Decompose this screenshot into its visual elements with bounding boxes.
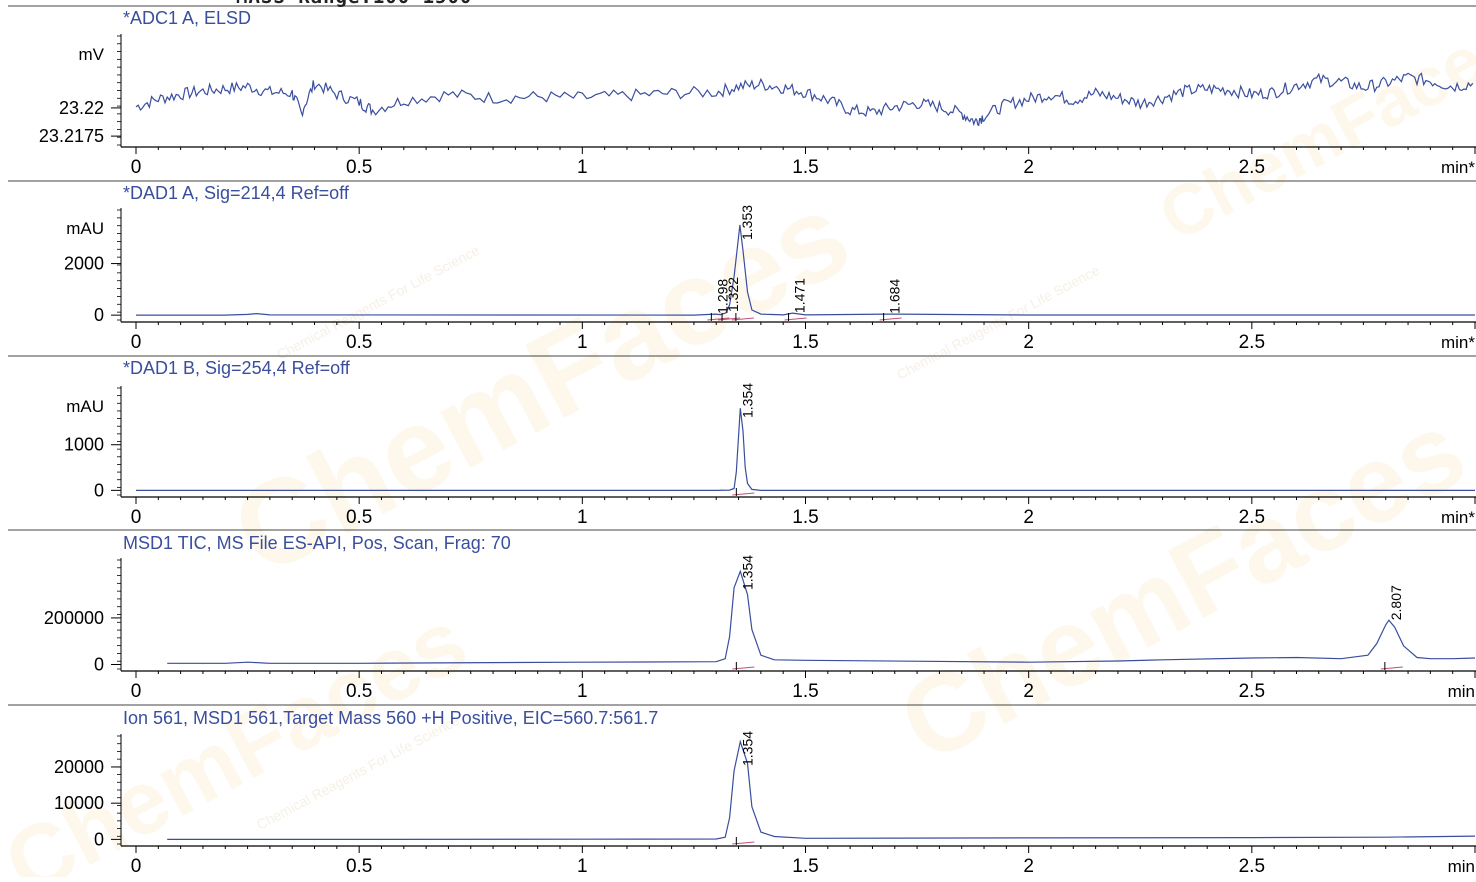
x-axis-unit: min [1448, 682, 1475, 701]
y-tick-label: 10000 [54, 793, 104, 813]
y-axis-label: mV [79, 45, 105, 64]
x-tick-label: 1 [577, 157, 588, 178]
peak-baseline [1380, 666, 1403, 670]
x-tick-label: 2.5 [1239, 332, 1265, 353]
signal-trace [136, 408, 1475, 491]
x-tick-label: 1 [577, 681, 588, 702]
panel-title: *DAD1 B, Sig=254,4 Ref=off [123, 358, 351, 378]
y-tick-label: 23.2175 [39, 126, 104, 146]
x-tick-label: 1 [577, 856, 588, 877]
watermark-text: ChemFaces [881, 388, 1476, 787]
chromatogram-panel: *DAD1 A, Sig=214,4 Ref=off mAU 0 2000 0 0.5 1 1… [8, 180, 1476, 353]
peak-baseline [732, 841, 755, 845]
x-tick-label: 0.5 [346, 157, 372, 178]
x-tick-label: 2.5 [1239, 856, 1265, 877]
x-tick-label: 0 [131, 332, 142, 353]
peak-retention-label: 2.807 [1388, 585, 1404, 620]
chromatogram-panel: *DAD1 B, Sig=254,4 Ref=off mAU 0 1000 0 0.5 1 1… [8, 355, 1476, 528]
y-tick-label: 20000 [54, 757, 104, 777]
x-tick-label: 2 [1023, 681, 1034, 702]
watermark-text: ChemFaces [1147, 2, 1476, 255]
y-axis-label: mAU [66, 219, 104, 238]
signal-trace [135, 72, 1474, 127]
y-tick-label: 1000 [64, 435, 104, 455]
x-tick-label: 0 [131, 856, 142, 877]
y-axis-label: mAU [66, 397, 104, 416]
x-axis-unit: min* [1441, 333, 1475, 352]
peak-retention-label: 1.471 [792, 278, 808, 313]
peak-retention-label: 1.684 [887, 279, 903, 314]
panel-title: MSD1 TIC, MS File ES-API, Pos, Scan, Fra… [123, 533, 511, 553]
peak-retention-label: 1.354 [739, 383, 755, 418]
signal-trace [167, 569, 1476, 664]
y-tick-label: 0 [94, 829, 104, 849]
y-tick-label: 200000 [44, 608, 104, 628]
x-tick-label: 0.5 [346, 681, 372, 702]
x-tick-label: 1.5 [792, 856, 818, 877]
y-tick-label: 0 [94, 655, 104, 675]
x-tick-label: 1 [577, 332, 588, 353]
x-tick-label: 1.5 [792, 157, 818, 178]
watermark-text: ChemFaces [0, 591, 482, 877]
x-tick-label: 1.5 [792, 681, 818, 702]
chromatogram-panel: MSD1 TIC, MS File ES-API, Pos, Scan, Fra… [8, 529, 1476, 702]
chromatogram-panel: *ADC1 A, ELSD mV 23.2175 23.22 0 0.5 1 1.5 2 2.5 m… [8, 5, 1476, 178]
x-tick-label: 0.5 [346, 332, 372, 353]
y-tick-label: 0 [94, 305, 104, 325]
x-tick-label: 2 [1023, 332, 1034, 353]
x-axis-unit: min [1448, 857, 1475, 876]
y-tick-label: 23.22 [59, 98, 104, 118]
clipped-header-text: MASS Range:100-1500 [236, 0, 472, 8]
x-tick-label: 2 [1023, 856, 1034, 877]
peak-baseline [879, 317, 902, 321]
peak-baseline [732, 492, 755, 496]
y-tick-label: 2000 [64, 254, 104, 274]
signal-trace [167, 739, 1476, 841]
x-tick-label: 2.5 [1239, 507, 1265, 528]
panel-title: *DAD1 A, Sig=214,4 Ref=off [123, 183, 350, 203]
peak-retention-label: 1.353 [739, 205, 755, 240]
x-tick-label: 0.5 [346, 856, 372, 877]
signal-trace [136, 224, 1475, 316]
peak-retention-label: 1.322 [725, 277, 741, 312]
x-tick-label: 0 [131, 507, 142, 528]
x-axis-unit: min* [1441, 508, 1475, 527]
watermark-tagline: Chemical Reagents For Life Science [274, 242, 482, 363]
peak-retention-label: 1.354 [739, 731, 755, 766]
x-tick-label: 2 [1023, 157, 1034, 178]
x-tick-label: 2.5 [1239, 157, 1265, 178]
x-tick-label: 1 [577, 507, 588, 528]
x-tick-label: 2 [1023, 507, 1034, 528]
peak-baseline [732, 666, 755, 670]
chromatogram-panel: Ion 561, MSD1 561,Target Mass 560 +H Pos… [8, 704, 1476, 877]
x-tick-label: 1.5 [792, 332, 818, 353]
peak-retention-label: 1.298 [714, 279, 730, 314]
x-tick-label: 0.5 [346, 507, 372, 528]
panel-title: *ADC1 A, ELSD [123, 8, 251, 28]
panel-title: Ion 561, MSD1 561,Target Mass 560 +H Pos… [123, 708, 658, 728]
x-axis-unit: min* [1441, 158, 1475, 177]
x-tick-label: 0 [131, 681, 142, 702]
peak-retention-label: 1.354 [739, 555, 755, 590]
x-tick-label: 2.5 [1239, 681, 1265, 702]
x-tick-label: 0 [131, 157, 142, 178]
x-tick-label: 1.5 [792, 507, 818, 528]
y-tick-label: 0 [94, 480, 104, 500]
